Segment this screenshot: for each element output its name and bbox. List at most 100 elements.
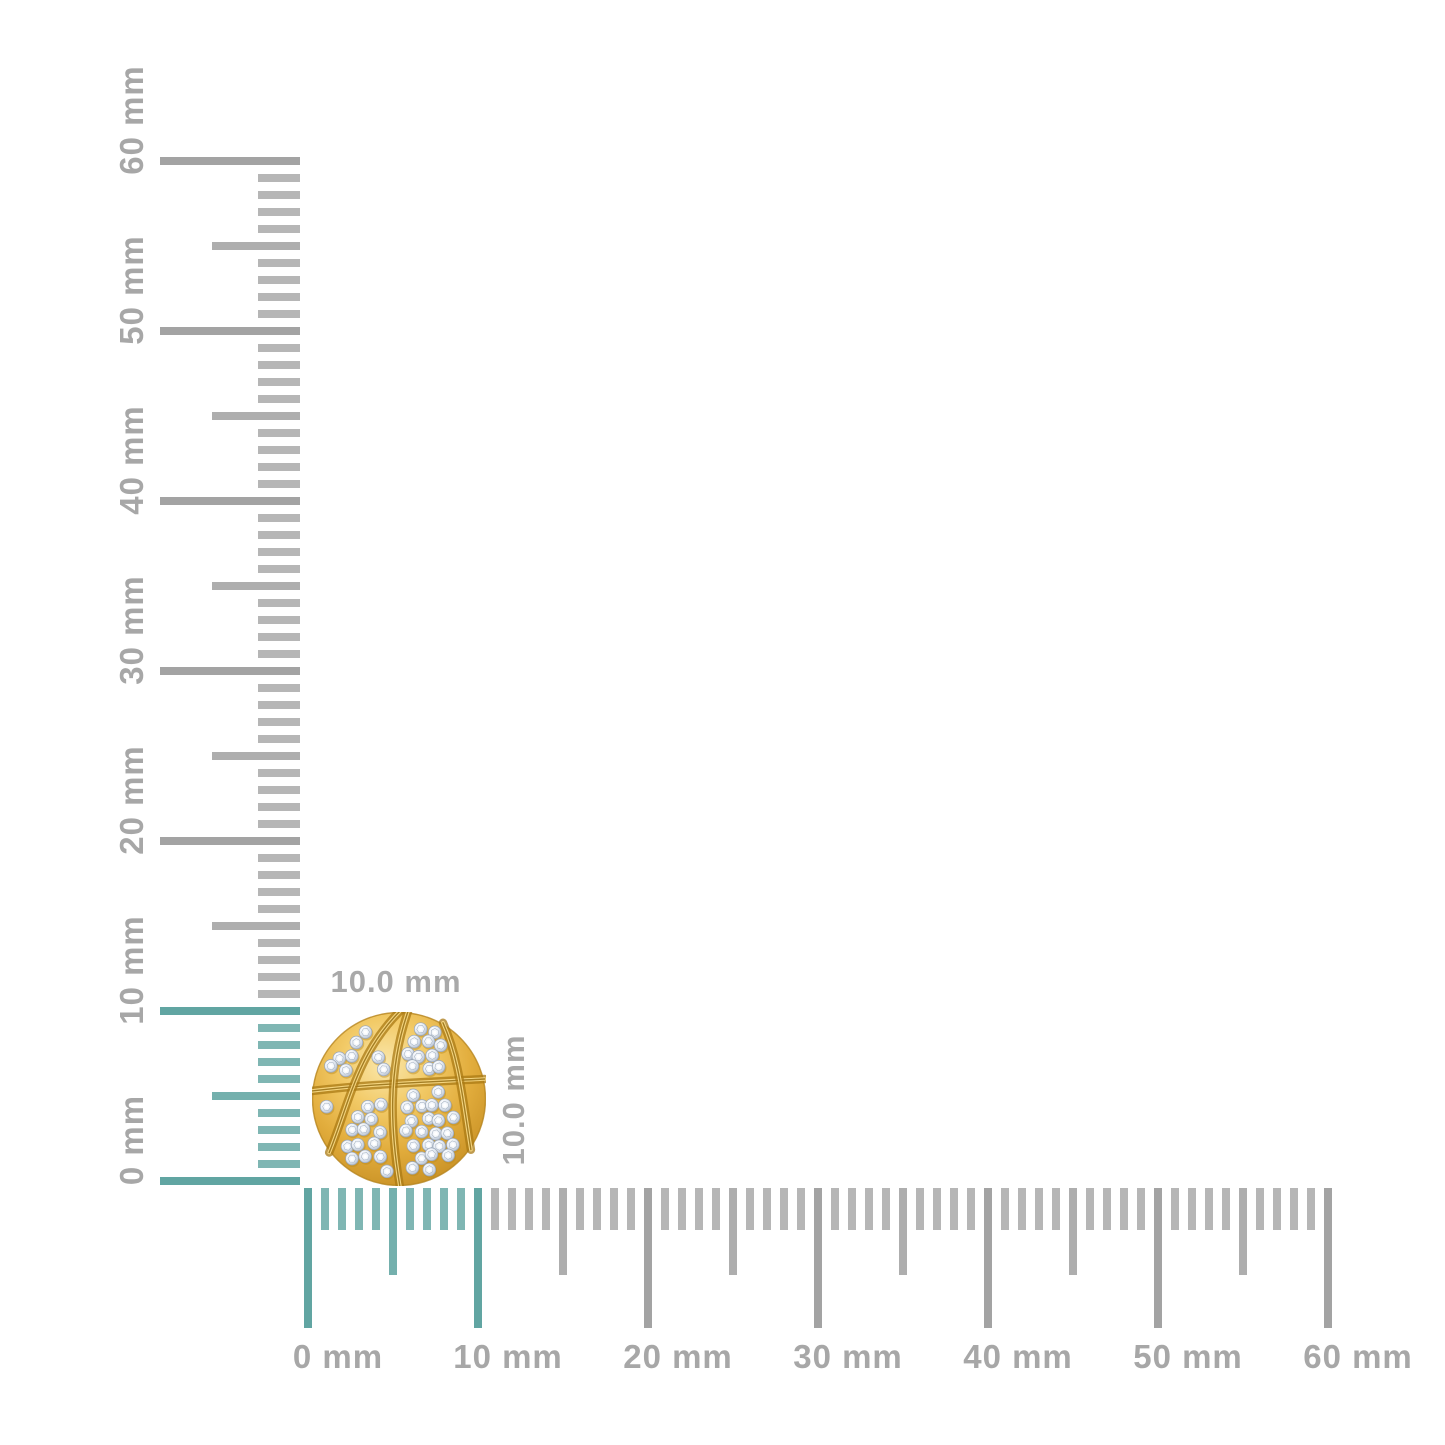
v-ruler-tick-40mm bbox=[160, 497, 300, 505]
h-ruler-tick-45mm bbox=[1069, 1188, 1077, 1275]
v-ruler-tick-47mm bbox=[258, 378, 300, 386]
h-ruler-tick-25mm bbox=[729, 1188, 737, 1275]
v-ruler-tick-48mm bbox=[258, 361, 300, 369]
h-ruler-tick-52mm bbox=[1188, 1188, 1196, 1230]
h-ruler-tick-11mm bbox=[491, 1188, 499, 1230]
h-ruler-tick-30mm bbox=[814, 1188, 822, 1328]
product-width-label: 10.0 mm bbox=[330, 964, 462, 999]
h-ruler-tick-21mm bbox=[661, 1188, 669, 1230]
v-ruler-tick-9mm bbox=[258, 1024, 300, 1032]
v-ruler-tick-39mm bbox=[258, 514, 300, 522]
v-ruler-tick-3mm bbox=[258, 1126, 300, 1134]
v-ruler-tick-54mm bbox=[258, 259, 300, 267]
h-ruler-tick-43mm bbox=[1035, 1188, 1043, 1230]
v-ruler-tick-37mm bbox=[258, 548, 300, 556]
v-ruler-tick-44mm bbox=[258, 429, 300, 437]
h-ruler-tick-29mm bbox=[797, 1188, 805, 1230]
product-photo-basketball-stud bbox=[312, 1012, 486, 1186]
h-ruler-tick-26mm bbox=[746, 1188, 754, 1230]
v-ruler-tick-43mm bbox=[258, 446, 300, 454]
v-ruler-tick-19mm bbox=[258, 854, 300, 862]
v-ruler-tick-42mm bbox=[258, 463, 300, 471]
v-ruler-tick-41mm bbox=[258, 480, 300, 488]
h-ruler-tick-6mm bbox=[406, 1188, 414, 1230]
h-ruler-tick-36mm bbox=[916, 1188, 924, 1230]
h-ruler-tick-10mm bbox=[474, 1188, 482, 1328]
h-ruler-tick-33mm bbox=[865, 1188, 873, 1230]
h-ruler-tick-24mm bbox=[712, 1188, 720, 1230]
v-ruler-tick-38mm bbox=[258, 531, 300, 539]
h-ruler-tick-58mm bbox=[1290, 1188, 1298, 1230]
v-ruler-tick-27mm bbox=[258, 718, 300, 726]
v-ruler-tick-2mm bbox=[258, 1143, 300, 1151]
v-ruler-tick-20mm bbox=[160, 837, 300, 845]
v-ruler-tick-58mm bbox=[258, 191, 300, 199]
v-ruler-tick-1mm bbox=[258, 1160, 300, 1168]
v-ruler-tick-24mm bbox=[258, 769, 300, 777]
v-ruler-label-50mm: 50 mm bbox=[113, 235, 150, 345]
h-ruler-tick-19mm bbox=[627, 1188, 635, 1230]
v-ruler-tick-21mm bbox=[258, 820, 300, 828]
h-ruler-tick-60mm bbox=[1324, 1188, 1332, 1328]
v-ruler-tick-51mm bbox=[258, 310, 300, 318]
v-ruler-tick-26mm bbox=[258, 735, 300, 743]
v-ruler-tick-22mm bbox=[258, 803, 300, 811]
v-ruler-tick-4mm bbox=[258, 1109, 300, 1117]
v-ruler-tick-25mm bbox=[212, 752, 300, 760]
h-ruler-tick-7mm bbox=[423, 1188, 431, 1230]
v-ruler-tick-6mm bbox=[258, 1075, 300, 1083]
v-ruler-label-30mm: 30 mm bbox=[113, 575, 150, 685]
h-ruler-tick-46mm bbox=[1086, 1188, 1094, 1230]
h-ruler-tick-27mm bbox=[763, 1188, 771, 1230]
v-ruler-tick-7mm bbox=[258, 1058, 300, 1066]
v-ruler-tick-57mm bbox=[258, 208, 300, 216]
v-ruler-tick-59mm bbox=[258, 174, 300, 182]
h-ruler-tick-35mm bbox=[899, 1188, 907, 1275]
h-ruler-label-0mm: 0 mm bbox=[292, 1338, 384, 1375]
h-ruler-tick-37mm bbox=[933, 1188, 941, 1230]
h-ruler-tick-38mm bbox=[950, 1188, 958, 1230]
v-ruler-label-0mm: 0 mm bbox=[113, 1094, 150, 1186]
h-ruler-tick-57mm bbox=[1273, 1188, 1281, 1230]
v-ruler-tick-12mm bbox=[258, 973, 300, 981]
h-ruler-tick-15mm bbox=[559, 1188, 567, 1275]
h-ruler-tick-12mm bbox=[508, 1188, 516, 1230]
h-ruler-tick-42mm bbox=[1018, 1188, 1026, 1230]
v-ruler-tick-53mm bbox=[258, 276, 300, 284]
h-ruler-tick-23mm bbox=[695, 1188, 703, 1230]
h-ruler-tick-0mm bbox=[304, 1188, 312, 1328]
v-ruler-tick-50mm bbox=[160, 327, 300, 335]
h-ruler-label-50mm: 50 mm bbox=[1133, 1338, 1243, 1375]
h-ruler-tick-14mm bbox=[542, 1188, 550, 1230]
h-ruler-tick-41mm bbox=[1001, 1188, 1009, 1230]
h-ruler-tick-3mm bbox=[355, 1188, 363, 1230]
v-ruler-tick-56mm bbox=[258, 225, 300, 233]
h-ruler-tick-16mm bbox=[576, 1188, 584, 1230]
h-ruler-tick-54mm bbox=[1222, 1188, 1230, 1230]
v-ruler-tick-45mm bbox=[212, 412, 300, 420]
v-ruler-tick-5mm bbox=[212, 1092, 300, 1100]
v-ruler-tick-35mm bbox=[212, 582, 300, 590]
h-ruler-tick-49mm bbox=[1137, 1188, 1145, 1230]
v-ruler-tick-16mm bbox=[258, 905, 300, 913]
v-ruler-tick-55mm bbox=[212, 242, 300, 250]
h-ruler-label-10mm: 10 mm bbox=[453, 1338, 563, 1375]
h-ruler-tick-40mm bbox=[984, 1188, 992, 1328]
v-ruler-tick-28mm bbox=[258, 701, 300, 709]
h-ruler-tick-34mm bbox=[882, 1188, 890, 1230]
h-ruler-tick-53mm bbox=[1205, 1188, 1213, 1230]
v-ruler-tick-23mm bbox=[258, 786, 300, 794]
h-ruler-tick-1mm bbox=[321, 1188, 329, 1230]
h-ruler-tick-20mm bbox=[644, 1188, 652, 1328]
v-ruler-tick-32mm bbox=[258, 633, 300, 641]
v-ruler-tick-13mm bbox=[258, 956, 300, 964]
h-ruler-tick-22mm bbox=[678, 1188, 686, 1230]
h-ruler-tick-47mm bbox=[1103, 1188, 1111, 1230]
v-ruler-label-60mm: 60 mm bbox=[113, 65, 150, 175]
h-ruler-tick-39mm bbox=[967, 1188, 975, 1230]
v-ruler-label-20mm: 20 mm bbox=[113, 745, 150, 855]
h-ruler-label-40mm: 40 mm bbox=[963, 1338, 1073, 1375]
v-ruler-tick-14mm bbox=[258, 939, 300, 947]
v-ruler-tick-49mm bbox=[258, 344, 300, 352]
v-ruler-tick-34mm bbox=[258, 599, 300, 607]
